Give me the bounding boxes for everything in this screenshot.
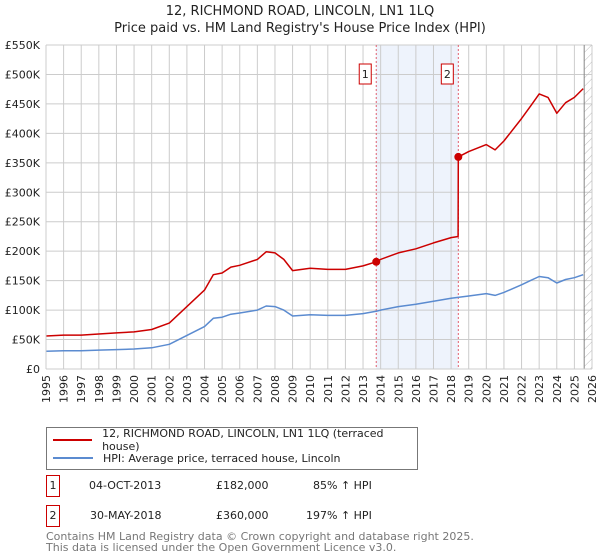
x-tick-label: 2009	[287, 375, 300, 403]
x-tick-label: 2001	[146, 375, 159, 403]
chart-title: 12, RICHMOND ROAD, LINCOLN, LN1 1LQ	[165, 4, 435, 19]
y-tick-label: £450K	[5, 98, 41, 111]
y-tick-label: £550K	[5, 39, 41, 52]
sale-hpi-change: 85% ↑ HPI	[313, 479, 372, 492]
x-tick-label: 2008	[269, 375, 282, 403]
forecast-hatch-area	[584, 45, 592, 369]
property-price-line	[45, 88, 584, 337]
ownership-period-shade	[376, 45, 459, 369]
y-tick-label: £200K	[5, 245, 41, 258]
footer-copyright: Contains HM Land Registry data © Crown c…	[46, 530, 474, 543]
sale-date: 04-OCT-2013	[89, 479, 162, 492]
x-tick-label: 2012	[339, 375, 352, 403]
x-tick-label: 2019	[463, 375, 476, 403]
y-tick-label: £300K	[5, 186, 41, 199]
x-tick-label: 2003	[181, 375, 194, 403]
sale-point	[372, 257, 381, 266]
sale-label-box	[440, 63, 454, 85]
x-tick-label: 1996	[58, 375, 71, 403]
price-chart: 1995 1996 1997 1998 1999 2000 2001 2002 2003 2004…	[5, 39, 599, 403]
legend: 12, RICHMOND ROAD, LINCOLN, LN1 1LQ (ter…	[46, 427, 418, 470]
x-tick-label: 2004	[199, 375, 212, 403]
footer-license: This data is licensed under the Open Gov…	[46, 541, 397, 554]
y-tick-label: £100K	[5, 304, 41, 317]
x-tick-label: 1997	[75, 375, 88, 403]
chart-subtitle: Price paid vs. HM Land Registry's House …	[114, 21, 486, 36]
x-tick-label: 2007	[251, 375, 264, 403]
footer: Contains HM Land Registry data © Crown c…	[46, 531, 474, 553]
legend-label: HPI: Average price, terraced house, Linc…	[103, 451, 341, 465]
x-tick-label: 2016	[410, 375, 423, 403]
x-tick-label: 2021	[498, 375, 511, 403]
x-tick-label: 2013	[357, 375, 370, 403]
hpi-line	[45, 273, 584, 353]
y-tick-label: £0	[26, 363, 40, 376]
x-tick-label: 2000	[128, 375, 141, 403]
y-tick-label: £350K	[5, 157, 41, 170]
y-tick-label: £400K	[5, 127, 41, 140]
x-tick-label: 2024	[551, 375, 564, 403]
y-tick-label: £500K	[5, 68, 41, 81]
x-tick-label: 1998	[93, 375, 106, 403]
sale-price: £182,000	[216, 479, 269, 492]
sale-price: £360,000	[216, 509, 269, 522]
x-tick-label: 2006	[234, 375, 247, 403]
sale-label: 2	[444, 68, 451, 81]
sale-date: 30-MAY-2018	[90, 509, 162, 522]
x-tick-label: 1999	[110, 375, 123, 403]
x-tick-label: 2011	[322, 375, 335, 403]
x-tick-label: 2010	[304, 375, 317, 403]
sale-label: 1	[362, 68, 369, 81]
sale-hpi-change: 197% ↑ HPI	[306, 509, 372, 522]
x-tick-label: 2018	[445, 375, 458, 403]
x-tick-label: 2023	[533, 375, 546, 403]
x-tick-label: 2025	[568, 375, 581, 403]
legend-item-property: 12, RICHMOND ROAD, LINCOLN, LN1 1LQ (ter…	[53, 427, 417, 453]
legend-item-hpi: HPI: Average price, terraced house, Linc…	[53, 450, 340, 466]
x-tick-label: 1995	[40, 375, 53, 403]
legend-label: 12, RICHMOND ROAD, LINCOLN, LN1 1LQ (ter…	[102, 427, 384, 453]
x-tick-label: 2022	[516, 375, 529, 403]
legend-swatch-blue	[53, 457, 93, 459]
legend-swatch-red	[53, 439, 93, 441]
y-tick-label: £150K	[5, 275, 41, 288]
sale-label-box	[358, 63, 372, 85]
x-tick-label: 2017	[427, 375, 440, 403]
sale-marker-badge: 1	[46, 475, 60, 497]
y-tick-label: £250K	[5, 216, 41, 229]
x-tick-label: 2020	[480, 375, 493, 403]
x-tick-label: 2015	[392, 375, 405, 403]
x-tick-label: 2026	[586, 375, 599, 403]
x-tick-label: 2005	[216, 375, 229, 403]
x-tick-label: 2014	[375, 375, 388, 403]
sale-point	[454, 152, 463, 161]
y-tick-label: £50K	[12, 334, 41, 347]
x-tick-label: 2002	[163, 375, 176, 403]
sale-marker-badge: 2	[46, 505, 60, 527]
